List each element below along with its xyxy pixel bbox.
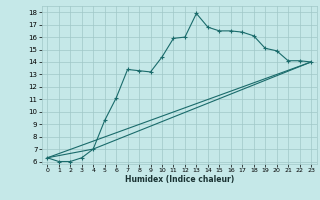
X-axis label: Humidex (Indice chaleur): Humidex (Indice chaleur) — [124, 175, 234, 184]
